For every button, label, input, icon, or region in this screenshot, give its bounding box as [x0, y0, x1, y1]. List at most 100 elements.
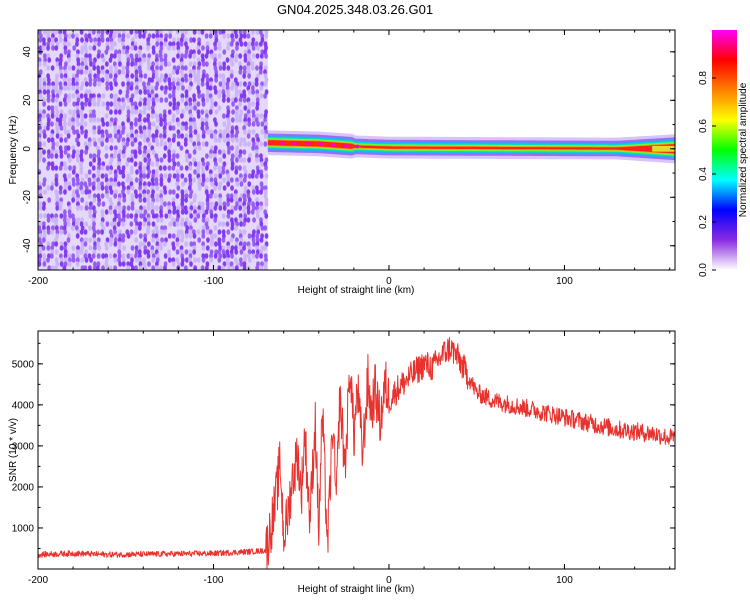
noise-cell	[54, 241, 59, 247]
noise-cell	[67, 173, 72, 179]
noise-cell	[187, 85, 192, 91]
noise-cell	[108, 121, 113, 127]
noise-cell	[59, 225, 64, 231]
noise-cell	[205, 45, 210, 51]
noise-cell	[75, 177, 80, 183]
noise-cell	[151, 257, 156, 263]
noise-cell	[142, 173, 147, 179]
noise-cell	[71, 65, 76, 71]
noise-cell	[184, 105, 189, 111]
noise-cell	[193, 257, 197, 263]
chart-title: GN04.2025.348.03.26.G01	[277, 2, 433, 17]
signal-hotspot	[285, 141, 291, 145]
noise-cell	[122, 197, 127, 203]
noise-cell	[71, 113, 76, 119]
noise-cell	[217, 53, 222, 59]
noise-cell	[222, 61, 227, 67]
noise-cell	[217, 237, 222, 243]
noise-cell	[180, 209, 185, 215]
noise-cell	[226, 261, 231, 267]
noise-cell	[246, 205, 251, 211]
noise-cell	[155, 265, 160, 270]
noise-cell	[264, 201, 269, 207]
noise-cell	[66, 145, 71, 151]
noise-cell	[214, 33, 219, 39]
noise-cell	[184, 89, 189, 95]
noise-cell	[42, 30, 47, 35]
noise-cell	[247, 181, 252, 187]
noise-cell	[235, 137, 239, 143]
noise-cell	[263, 261, 268, 267]
noise-cell	[239, 157, 243, 163]
noise-cell	[242, 33, 247, 39]
noise-cell	[171, 117, 176, 123]
spectrogram-ytick-label: -20	[22, 190, 33, 205]
noise-cell	[172, 209, 177, 215]
noise-cell	[175, 221, 180, 227]
noise-cell	[54, 165, 59, 171]
noise-cell	[163, 61, 168, 67]
noise-cell	[175, 217, 180, 223]
noise-cell	[83, 121, 88, 127]
noise-cell	[204, 109, 209, 115]
noise-cell	[183, 177, 188, 183]
noise-cell	[150, 85, 155, 91]
noise-cell	[109, 145, 114, 151]
noise-cell	[51, 97, 55, 103]
noise-cell	[129, 169, 134, 175]
noise-cell	[188, 165, 193, 171]
noise-cell	[126, 33, 130, 39]
noise-cell	[188, 117, 193, 123]
noise-cell	[167, 61, 171, 67]
noise-cell	[217, 257, 222, 263]
noise-cell	[43, 57, 47, 63]
noise-cell	[146, 229, 150, 235]
noise-cell	[116, 221, 121, 227]
noise-cell	[171, 41, 176, 47]
noise-cell	[42, 221, 46, 227]
noise-cell	[147, 97, 151, 103]
noise-cell	[146, 45, 150, 51]
noise-cell	[79, 229, 84, 235]
noise-cell	[84, 149, 89, 155]
noise-cell	[242, 245, 246, 251]
noise-cell	[58, 205, 63, 211]
noise-cell	[92, 125, 97, 131]
noise-cell	[46, 217, 51, 223]
noise-cell	[126, 185, 131, 191]
noise-cell	[250, 30, 255, 35]
noise-cell	[222, 113, 226, 119]
noise-cell	[104, 49, 109, 55]
noise-cell	[130, 205, 135, 211]
noise-cell	[109, 137, 114, 143]
noise-cell	[92, 197, 97, 203]
noise-cell	[63, 101, 68, 107]
noise-cell	[130, 45, 135, 51]
noise-cell	[226, 45, 230, 51]
noise-cell	[163, 201, 167, 207]
noise-cell	[218, 193, 223, 199]
noise-cell	[188, 69, 193, 75]
noise-cell	[179, 57, 184, 63]
colorbar-label: Normalized spectral amplitude	[738, 82, 749, 217]
noise-cell	[247, 73, 251, 79]
noise-cell	[235, 237, 239, 243]
noise-cell	[63, 45, 68, 51]
noise-cell	[139, 129, 144, 135]
noise-cell	[46, 213, 51, 219]
noise-cell	[130, 193, 135, 199]
snr-ytick-label: 3000	[12, 441, 35, 452]
noise-cell	[38, 213, 43, 219]
noise-cell	[200, 109, 205, 115]
noise-cell	[230, 137, 235, 143]
noise-cell	[143, 73, 148, 79]
noise-cell	[67, 57, 72, 63]
noise-cell	[129, 121, 134, 127]
noise-cell	[264, 173, 269, 179]
noise-cell	[243, 105, 248, 111]
noise-cell	[210, 233, 214, 239]
noise-cell	[47, 137, 51, 143]
noise-cell	[155, 161, 160, 167]
noise-cell	[258, 41, 263, 47]
